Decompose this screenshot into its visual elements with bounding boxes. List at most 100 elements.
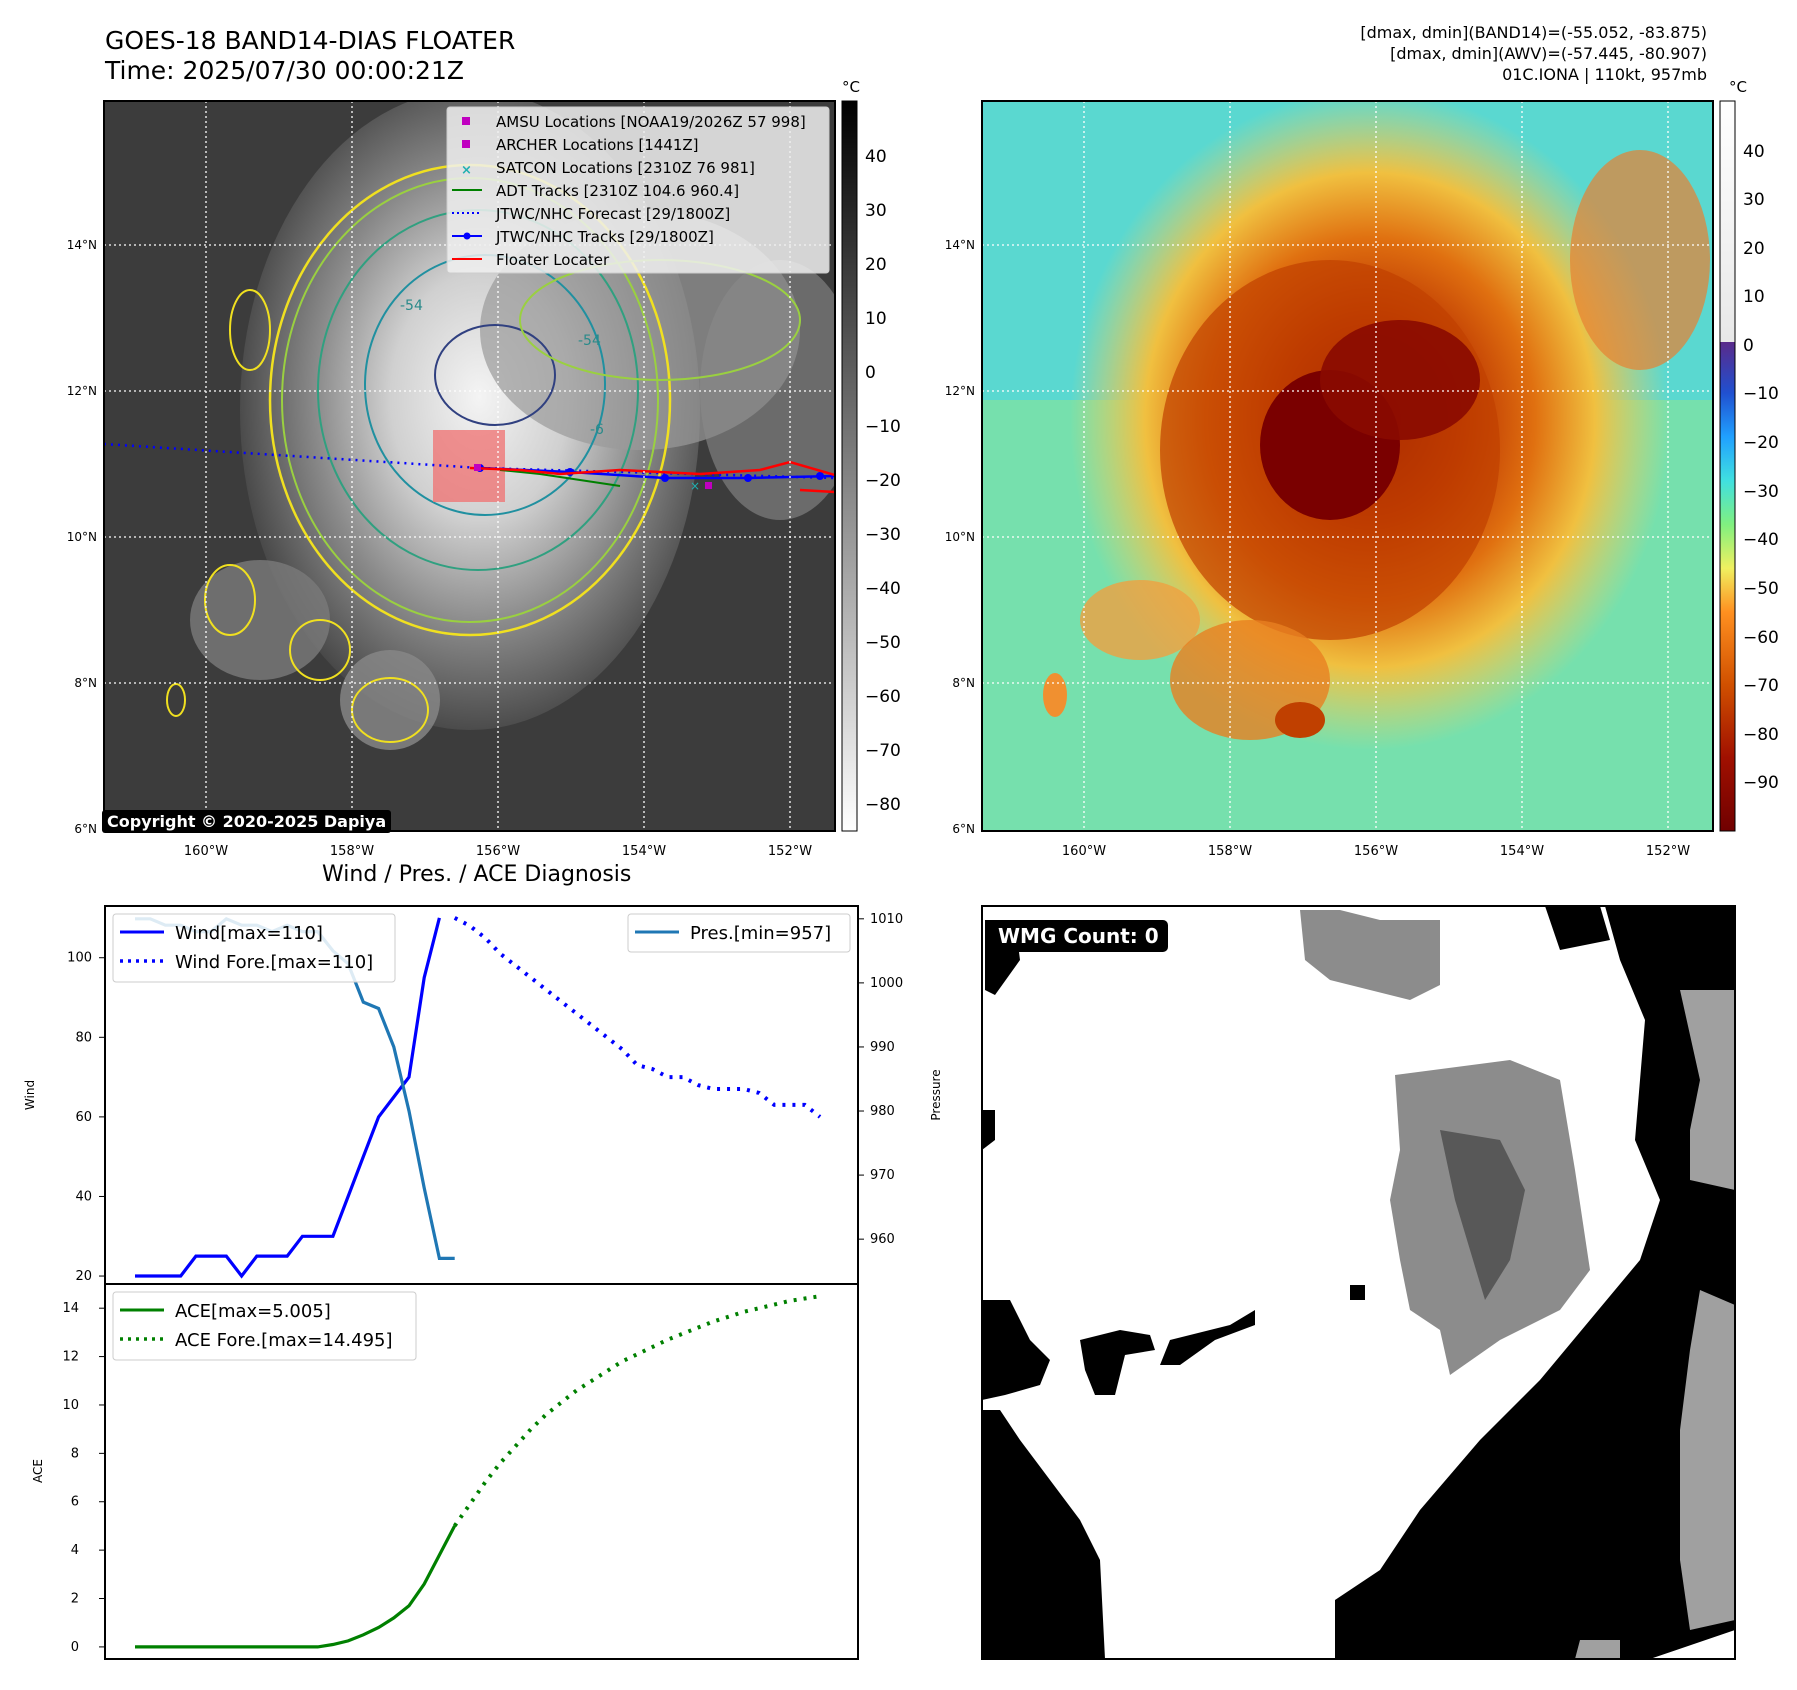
color-cbar-tick: 10 xyxy=(1743,287,1765,307)
lon-label-158w: 158°W xyxy=(330,844,374,859)
copyright-badge: Copyright © 2020-2025 Dapiya xyxy=(102,810,392,833)
wmg-region-black-w2 xyxy=(982,1110,995,1150)
ir-map-lat-labels: 14°N 12°N 10°N 8°N 6°N xyxy=(67,238,97,836)
wmg-region-grey-east xyxy=(1680,990,1735,1190)
contour-s-1 xyxy=(351,677,429,743)
floater-locater-track-2 xyxy=(799,488,835,494)
ir-cbar-tick: 10 xyxy=(865,309,887,329)
satcon-legend-marker: × xyxy=(461,163,472,178)
color-cbar-tick: −30 xyxy=(1743,482,1779,502)
wmg-panel xyxy=(981,905,1736,1660)
cloud-cluster-s xyxy=(340,650,440,750)
pressure-legend-label: Pres.[min=957] xyxy=(690,923,831,944)
contour-inner xyxy=(434,324,556,426)
pressure-tick-label: 1010 xyxy=(870,912,903,927)
ir-cbar-tick: −80 xyxy=(865,795,901,815)
wmg-frame xyxy=(981,905,1736,1660)
color-cbar-tick: −70 xyxy=(1743,676,1779,696)
pressure-legend: Pres.[min=957] xyxy=(627,913,851,953)
lon-label-158w: 158°W xyxy=(1208,844,1252,859)
color-cbar-tick: 20 xyxy=(1743,239,1765,259)
ace-legend: ACE[max=5.005] ACE Fore.[max=14.495] xyxy=(112,1291,417,1361)
archer-legend-marker xyxy=(462,140,470,148)
pressure-tick-label: 980 xyxy=(870,1104,895,1119)
contour-label-3: -6 xyxy=(590,422,604,438)
storm-core-north xyxy=(1320,320,1480,440)
series-line-wind-forecast xyxy=(453,916,822,1119)
color-map-lon-labels: 160°W 158°W 156°W 154°W 152°W xyxy=(1062,844,1690,859)
legend-item-tracks: JTWC/NHC Tracks [29/1800Z] xyxy=(495,228,714,246)
ir-cbar-tick: −60 xyxy=(865,687,901,707)
lat-label-10n: 10°N xyxy=(945,530,975,544)
satcon-marker: × xyxy=(690,479,700,493)
color-cbar-tick: −10 xyxy=(1743,384,1779,404)
wmg-cell-black xyxy=(1350,1285,1365,1300)
best-track-point-4 xyxy=(744,474,752,482)
lat-label-8n: 8°N xyxy=(74,676,97,690)
lat-label-6n: 6°N xyxy=(74,822,97,836)
map-legend-box xyxy=(446,106,830,274)
color-map-grid xyxy=(982,101,1713,831)
wmg-region-black-w xyxy=(982,1300,1050,1400)
ace-legend-box xyxy=(112,1291,417,1361)
best-track-point-5 xyxy=(816,472,824,480)
wmg-region-grey-southeast xyxy=(1680,1290,1735,1630)
ace-chart: ACE 0 2 4 6 8 10 12 14 ACE[max=5.005] ACE Fore.… xyxy=(31,1283,859,1660)
pressure-tick-label: 1000 xyxy=(870,976,903,991)
contour-sw-1 xyxy=(204,564,256,636)
color-cbar-tick: −80 xyxy=(1743,725,1779,745)
ace-legend-label: ACE[max=5.005] xyxy=(175,1301,331,1322)
color-cluster-s-core xyxy=(1275,702,1325,738)
ir-cbar-tick: −50 xyxy=(865,633,901,653)
wind-legend-box xyxy=(112,913,396,983)
lon-label-160w: 160°W xyxy=(184,844,228,859)
lon-label-156w: 156°W xyxy=(1354,844,1398,859)
contour-sw-3 xyxy=(166,683,186,717)
info-line-2: [dmax, dmin](AWV)=(-57.445, -80.907) xyxy=(1390,44,1707,63)
wind-tick-label: 40 xyxy=(75,1189,92,1204)
pressure-tick-label: 990 xyxy=(870,1040,895,1055)
contour-sw-2 xyxy=(289,619,351,681)
ir-colorbar xyxy=(841,100,858,832)
color-band-east xyxy=(1570,150,1710,370)
legend-item-archer: ARCHER Locations [1441Z] xyxy=(496,136,699,154)
color-map-panel: 14°N 12°N 10°N 8°N 6°N 160°W 158°W 156°W… xyxy=(945,78,1779,859)
cloud-cluster-sw xyxy=(190,560,330,680)
contour-label-2: -54 xyxy=(400,298,423,314)
color-colorbar-ticks: 40 30 20 10 0 −10 −20 −30 −40 −50 −60 −7… xyxy=(1743,142,1779,793)
ir-cbar-tick: −10 xyxy=(865,417,901,437)
title-line-2: Time: 2025/07/30 00:00:21Z xyxy=(105,56,464,85)
color-cbar-tick: −40 xyxy=(1743,530,1779,550)
wind-tick-label: 20 xyxy=(75,1269,92,1284)
lat-label-14n: 14°N xyxy=(945,238,975,252)
color-cbar-tick: −50 xyxy=(1743,579,1779,599)
lon-label-152w: 152°W xyxy=(1646,844,1690,859)
ace-tick-label: 14 xyxy=(62,1301,79,1316)
ir-cbar-tick: −30 xyxy=(865,525,901,545)
wmg-cell-grey xyxy=(1575,1640,1620,1659)
info-line-3: 01C.IONA | 110kt, 957mb xyxy=(1502,65,1707,84)
wmg-region-black-c1 xyxy=(1080,1330,1155,1395)
wind-legend: Wind[max=110] Wind Fore.[max=110] xyxy=(112,913,396,983)
series-line-ace-forecast xyxy=(453,1294,821,1527)
wmg-count-badge: WMG Count: 0 xyxy=(989,920,1168,952)
ace-axis-label: ACE xyxy=(31,1459,45,1483)
lon-label-156w: 156°W xyxy=(476,844,520,859)
ir-cbar-tick: −70 xyxy=(865,741,901,761)
pressure-legend-box xyxy=(627,913,851,953)
color-cbar-tick: 30 xyxy=(1743,190,1765,210)
series-line-ace xyxy=(135,1525,457,1649)
amsu-legend-marker xyxy=(462,117,470,125)
wind-pressure-chart: Wind Pressure 20 40 60 80 100 960 970 980 990 100… xyxy=(23,905,943,1285)
series-line-wind xyxy=(135,917,441,1279)
wind-axis-label: Wind xyxy=(23,1080,37,1110)
wmg-region-darkgrey-core xyxy=(1440,1130,1525,1300)
wind-fore-legend-label: Wind Fore.[max=110] xyxy=(175,952,373,973)
color-cluster-sw-1 xyxy=(1080,580,1200,660)
best-track-point-3 xyxy=(661,474,669,482)
tracks-legend-dot xyxy=(463,232,471,240)
floater-locater-track xyxy=(469,460,835,477)
wmg-region-black-c2 xyxy=(1160,1310,1255,1365)
info-line-1: [dmax, dmin](BAND14)=(-55.052, -83.875) xyxy=(1360,23,1707,42)
